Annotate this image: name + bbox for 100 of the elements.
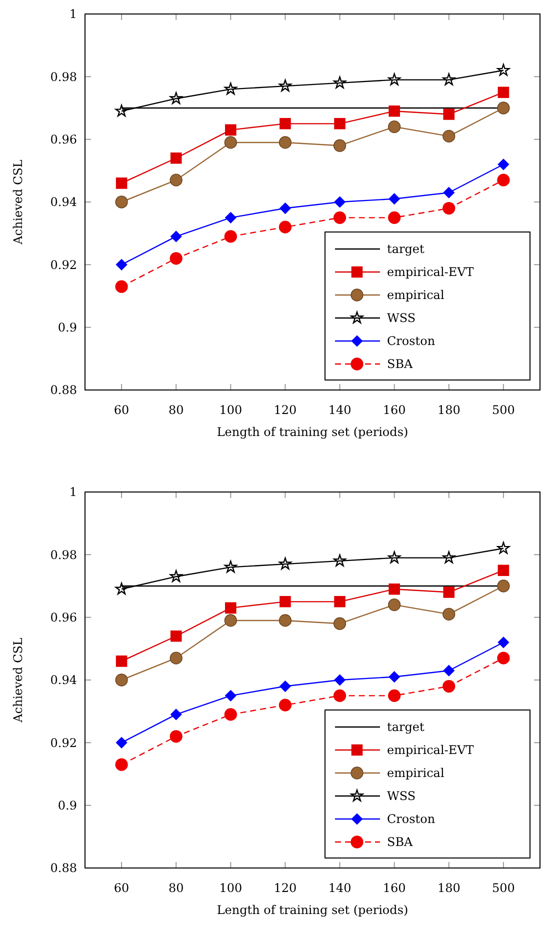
point: [388, 598, 401, 612]
point: [443, 186, 455, 198]
legend-label: Croston: [387, 334, 436, 348]
point: [224, 230, 237, 243]
point: [225, 212, 236, 224]
point: [388, 551, 401, 564]
x-tick-label: 500: [492, 403, 515, 418]
point: [224, 560, 237, 573]
point: [443, 108, 455, 120]
legend-label: Croston: [387, 812, 436, 826]
x-axis-title: Length of training set (periods): [216, 903, 408, 917]
point: [443, 586, 455, 598]
point: [388, 105, 400, 117]
point: [116, 178, 128, 189]
legend-label: target: [387, 242, 424, 256]
point: [388, 583, 400, 595]
y-tick-label: 0.94: [50, 673, 78, 688]
point: [170, 174, 182, 186]
point: [170, 730, 182, 743]
point: [280, 118, 291, 130]
point: [497, 542, 510, 554]
point: [334, 196, 346, 208]
point: [388, 689, 401, 702]
point: [442, 73, 456, 86]
point: [115, 758, 128, 771]
y-tick-label: 0.92: [50, 736, 77, 750]
x-tick-label: 160: [382, 403, 406, 418]
point: [333, 139, 346, 152]
x-tick-label: 500: [492, 881, 515, 896]
point: [278, 80, 292, 92]
x-tick-label: 80: [168, 403, 184, 418]
point: [115, 674, 128, 686]
x-tick-label: 120: [274, 881, 297, 896]
point: [334, 76, 346, 88]
point: [497, 174, 510, 186]
y-tick-label: 1: [69, 485, 77, 500]
point: [280, 202, 291, 214]
point: [225, 124, 236, 136]
y-tick-label: 0.9: [58, 798, 77, 813]
x-tick-label: 140: [328, 881, 352, 896]
y-tick-label: 0.92: [50, 258, 77, 272]
legend-label: WSS: [387, 789, 416, 804]
x-tick-label: 80: [168, 881, 184, 896]
point: [334, 596, 346, 608]
legend-label: SBA: [387, 357, 414, 372]
point: [334, 554, 346, 566]
x-tick-label: 100: [219, 403, 242, 418]
point: [225, 602, 236, 614]
point: [170, 252, 182, 265]
point: [170, 630, 182, 642]
point: [280, 680, 291, 692]
x-tick-label: 180: [437, 403, 460, 418]
y-tick-label: 0.94: [50, 195, 78, 210]
point: [442, 608, 456, 621]
y-tick-label: 0.9: [58, 320, 77, 335]
point: [498, 158, 510, 170]
y-tick-label: 0.88: [50, 383, 77, 398]
legend-label: empirical: [387, 766, 444, 780]
point: [388, 73, 401, 86]
point: [442, 202, 456, 215]
point: [388, 671, 400, 683]
point: [443, 664, 455, 676]
legend-label: SBA: [387, 835, 414, 850]
x-tick-label: 160: [382, 881, 406, 896]
point: [280, 596, 291, 608]
x-axis-title: Length of training set (periods): [216, 425, 408, 439]
point: [498, 86, 510, 98]
x-tick-label: 120: [274, 403, 297, 418]
point: [497, 652, 510, 664]
point: [115, 196, 128, 208]
legend-label: WSS: [387, 311, 416, 326]
y-tick-label: 0.96: [50, 610, 77, 625]
y-tick-label: 1: [69, 7, 77, 22]
point: [115, 104, 128, 117]
point: [170, 230, 182, 242]
point: [334, 674, 346, 686]
legend-label: empirical-EVT: [387, 265, 474, 280]
point: [497, 102, 510, 114]
point: [278, 614, 292, 627]
point: [170, 708, 182, 720]
point: [115, 280, 128, 293]
point: [170, 570, 182, 582]
point: [388, 120, 401, 134]
point: [498, 564, 510, 576]
point: [442, 130, 456, 143]
point: [116, 656, 128, 667]
legend-label: target: [387, 720, 424, 734]
y-tick-label: 0.98: [50, 70, 77, 84]
y-tick-label: 0.98: [50, 548, 77, 562]
x-tick-label: 140: [328, 403, 352, 418]
point: [115, 582, 128, 595]
y-tick-label: 0.88: [50, 861, 77, 876]
point: [497, 580, 510, 592]
point: [170, 152, 182, 164]
legend-label: empirical: [387, 288, 444, 302]
x-tick-label: 100: [219, 881, 242, 896]
point: [278, 558, 292, 570]
point: [116, 259, 128, 270]
point: [334, 118, 346, 130]
point: [278, 698, 292, 712]
